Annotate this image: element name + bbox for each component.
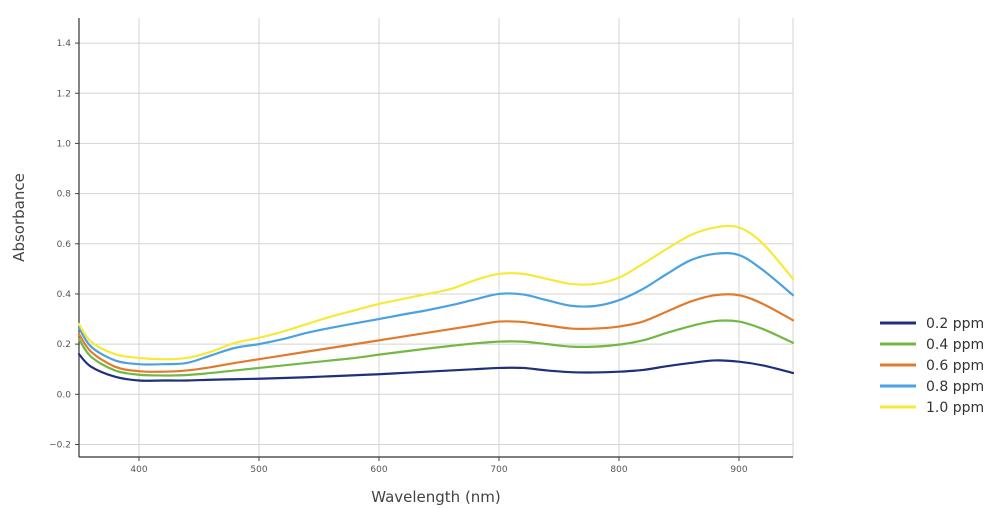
y-tick-label: 1.2: [57, 89, 71, 99]
x-tick-label: 800: [610, 465, 627, 475]
grid: [79, 18, 794, 457]
series-line-0-8-ppm: [77, 252, 795, 366]
legend-label: 0.4 ppm: [926, 337, 984, 353]
x-tick-label: 400: [130, 465, 147, 475]
series-line-0-2-ppm: [77, 353, 795, 382]
legend-label: 1.0 ppm: [926, 400, 984, 416]
y-tick-label: 0.8: [57, 190, 72, 200]
series-line-0-6-ppm: [77, 293, 795, 373]
y-tick-label: −0.2: [49, 440, 71, 450]
legend: 0.2 ppm 0.4 ppm 0.6 ppm 0.8 ppm 1.0 ppm: [880, 316, 984, 416]
axes: 400 500 600 700 800 900 −0.2 0.0 0.2 0.4 0.6 0.8 1.0…: [49, 18, 793, 475]
y-tick-label: 0.6: [57, 240, 72, 250]
y-tick-label: 0.2: [57, 340, 71, 350]
y-tick-label: 0.4: [57, 290, 72, 300]
series-line-1-0-ppm: [77, 224, 795, 361]
legend-label: 0.2 ppm: [926, 316, 984, 332]
y-tick-label: 1.0: [57, 139, 72, 149]
legend-label: 0.8 ppm: [926, 379, 984, 395]
x-tick-label: 700: [490, 465, 507, 475]
x-axis-title: Wavelength (nm): [371, 488, 501, 506]
y-tick-label: 1.4: [57, 39, 72, 49]
x-tick-label: 500: [250, 465, 267, 475]
series-lines: [77, 224, 795, 382]
y-axis-title: Absorbance: [10, 173, 28, 262]
x-tick-label: 600: [370, 465, 387, 475]
series-line-0-4-ppm: [77, 319, 795, 377]
legend-label: 0.6 ppm: [926, 358, 984, 374]
y-tick-label: 0.0: [57, 390, 72, 400]
x-tick-label: 900: [730, 465, 747, 475]
